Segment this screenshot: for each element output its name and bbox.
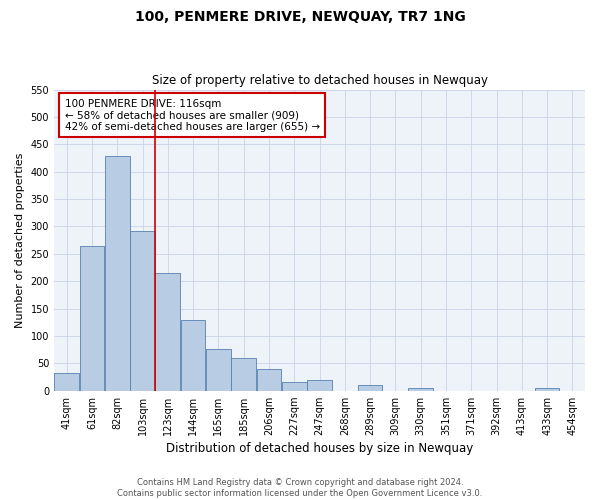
Bar bbox=[155, 273, 180, 390]
Bar bbox=[408, 388, 433, 390]
Bar bbox=[231, 358, 256, 390]
Bar bbox=[358, 385, 382, 390]
Bar bbox=[307, 380, 332, 390]
Bar bbox=[282, 382, 307, 390]
Y-axis label: Number of detached properties: Number of detached properties bbox=[15, 152, 25, 328]
Text: 100, PENMERE DRIVE, NEWQUAY, TR7 1NG: 100, PENMERE DRIVE, NEWQUAY, TR7 1NG bbox=[134, 10, 466, 24]
Text: Contains HM Land Registry data © Crown copyright and database right 2024.
Contai: Contains HM Land Registry data © Crown c… bbox=[118, 478, 482, 498]
Bar bbox=[105, 156, 130, 390]
Bar bbox=[257, 369, 281, 390]
Bar bbox=[130, 231, 155, 390]
Bar bbox=[181, 320, 205, 390]
X-axis label: Distribution of detached houses by size in Newquay: Distribution of detached houses by size … bbox=[166, 442, 473, 455]
Text: 100 PENMERE DRIVE: 116sqm
← 58% of detached houses are smaller (909)
42% of semi: 100 PENMERE DRIVE: 116sqm ← 58% of detac… bbox=[65, 98, 320, 132]
Title: Size of property relative to detached houses in Newquay: Size of property relative to detached ho… bbox=[152, 74, 488, 87]
Bar bbox=[80, 246, 104, 390]
Bar bbox=[535, 388, 559, 390]
Bar bbox=[54, 373, 79, 390]
Bar bbox=[206, 349, 231, 391]
